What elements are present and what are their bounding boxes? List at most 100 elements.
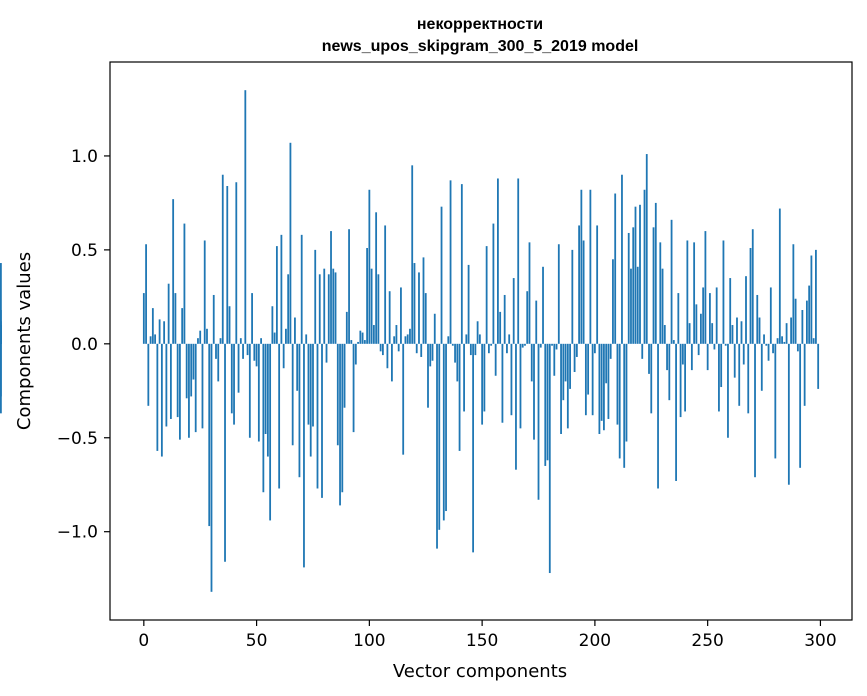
bar xyxy=(262,343,265,493)
bar xyxy=(607,343,610,419)
bar xyxy=(503,294,506,344)
bar xyxy=(562,343,565,401)
bar xyxy=(456,343,459,382)
bar xyxy=(314,249,317,344)
bar xyxy=(379,343,382,352)
bar xyxy=(289,142,292,344)
bar xyxy=(711,323,714,344)
bar xyxy=(548,343,551,574)
x-tick-label: 150 xyxy=(466,631,498,651)
bar xyxy=(273,332,276,344)
bar xyxy=(603,343,605,431)
bar xyxy=(269,343,272,521)
bar xyxy=(731,325,734,344)
bar xyxy=(801,310,804,344)
bar xyxy=(524,343,526,346)
bar xyxy=(402,343,405,455)
bar xyxy=(327,274,330,344)
bar xyxy=(537,343,540,500)
bar xyxy=(699,313,702,344)
bar xyxy=(767,343,770,361)
bar xyxy=(285,328,287,344)
bar xyxy=(596,225,599,344)
bar xyxy=(758,317,761,344)
bar xyxy=(517,178,520,344)
bar xyxy=(436,343,438,549)
bar xyxy=(598,343,601,434)
bar xyxy=(472,343,474,553)
bar xyxy=(242,343,244,359)
bar xyxy=(350,340,353,344)
bar xyxy=(600,343,603,421)
bar xyxy=(467,264,470,344)
bar xyxy=(573,343,576,372)
bar xyxy=(393,336,396,344)
bar xyxy=(427,343,429,408)
bar xyxy=(0,263,2,344)
bar xyxy=(799,343,802,468)
bar xyxy=(248,343,251,438)
bar xyxy=(463,343,465,412)
bar xyxy=(230,343,233,414)
bar xyxy=(298,343,301,478)
bar xyxy=(397,343,400,352)
bar xyxy=(278,343,281,489)
bar xyxy=(294,317,296,344)
x-tick-label: 50 xyxy=(246,631,268,651)
bar xyxy=(291,343,294,446)
bar xyxy=(623,343,626,468)
bar xyxy=(776,338,779,344)
bar xyxy=(506,343,508,354)
bar xyxy=(632,227,635,344)
bar xyxy=(715,287,718,344)
bar xyxy=(688,323,691,344)
bar xyxy=(497,178,499,344)
x-tick-label: 250 xyxy=(691,631,723,651)
bar xyxy=(792,244,795,344)
bar xyxy=(736,317,738,344)
bar xyxy=(679,343,682,418)
y-tick-label: 0.0 xyxy=(71,335,98,355)
bar xyxy=(625,343,628,442)
bar xyxy=(429,343,432,367)
bar xyxy=(280,234,283,344)
bar xyxy=(760,343,763,391)
bar xyxy=(345,311,348,344)
bar xyxy=(643,189,646,344)
bar xyxy=(260,338,262,344)
bar xyxy=(251,293,253,344)
x-axis-label: Vector components xyxy=(393,661,567,682)
y-tick-label: −1.0 xyxy=(57,523,98,543)
bar xyxy=(422,257,425,344)
bar xyxy=(528,242,531,344)
bar xyxy=(404,336,407,344)
bar xyxy=(672,340,675,344)
bar xyxy=(190,343,193,397)
bar xyxy=(142,293,145,344)
bar xyxy=(287,274,290,344)
bar xyxy=(702,287,705,344)
bar xyxy=(634,206,637,344)
bar xyxy=(663,325,666,344)
bar xyxy=(718,343,720,412)
bar xyxy=(670,219,673,344)
bar xyxy=(704,231,707,344)
bar xyxy=(654,202,657,344)
bar xyxy=(420,343,423,357)
bar xyxy=(749,248,752,344)
bar xyxy=(478,334,481,344)
bar xyxy=(796,343,799,352)
bar xyxy=(639,204,641,344)
bar xyxy=(510,343,513,416)
bar xyxy=(785,323,788,344)
bar xyxy=(747,343,750,414)
bar xyxy=(163,321,166,344)
bar xyxy=(508,334,511,344)
bar xyxy=(354,343,357,365)
bar xyxy=(724,343,727,346)
bar xyxy=(729,278,732,344)
bar xyxy=(359,330,362,344)
bar xyxy=(774,343,777,459)
bar xyxy=(174,293,177,344)
bar xyxy=(246,343,249,356)
